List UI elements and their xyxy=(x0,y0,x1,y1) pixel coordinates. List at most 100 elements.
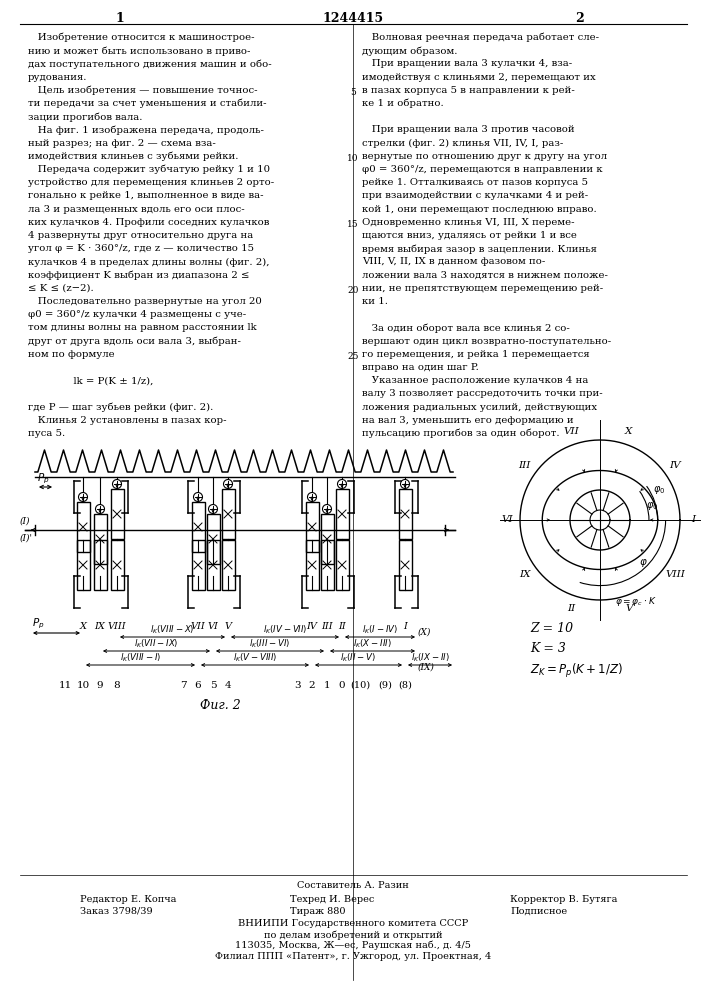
Text: I: I xyxy=(403,622,407,631)
Bar xyxy=(320,540,334,590)
Text: Заказ 3798/39: Заказ 3798/39 xyxy=(80,907,153,916)
Text: 2: 2 xyxy=(309,681,315,690)
Text: III: III xyxy=(321,622,333,631)
Text: $l_K(IV-VII)$: $l_K(IV-VII)$ xyxy=(263,624,308,636)
Text: 11: 11 xyxy=(59,681,71,690)
Text: VIII: VIII xyxy=(107,622,127,631)
Bar xyxy=(399,540,411,590)
Text: вершают один цикл возвратно-поступательно-: вершают один цикл возвратно-поступательн… xyxy=(362,337,611,346)
Text: кулачков 4 в пределах длины волны (фиг. 2),: кулачков 4 в пределах длины волны (фиг. … xyxy=(28,257,269,267)
Text: на вал 3, уменьшить его деформацию и: на вал 3, уменьшить его деформацию и xyxy=(362,416,573,425)
Text: валу 3 позволяет рассредоточить точки при-: валу 3 позволяет рассредоточить точки пр… xyxy=(362,389,602,398)
Text: (X): (X) xyxy=(418,628,431,637)
Bar xyxy=(110,489,124,539)
Text: ложения радиальных усилий, действующих: ложения радиальных усилий, действующих xyxy=(362,403,597,412)
Text: нию и может быть использовано в приво-: нию и может быть использовано в приво- xyxy=(28,46,250,56)
Text: Составитель А. Разин: Составитель А. Разин xyxy=(297,881,409,890)
Text: $\varphi_0$: $\varphi_0$ xyxy=(646,500,658,512)
Text: φ0 = 360°/z кулачки 4 размещены с уче-: φ0 = 360°/z кулачки 4 размещены с уче- xyxy=(28,310,246,319)
Text: $\varphi$: $\varphi$ xyxy=(639,557,648,569)
Bar xyxy=(93,514,107,564)
Text: имодействия клиньев с зубьями рейки.: имодействия клиньев с зубьями рейки. xyxy=(28,152,238,161)
Bar xyxy=(336,540,349,590)
Text: I: I xyxy=(691,516,695,524)
Bar xyxy=(76,540,90,590)
Text: Цель изобретения — повышение точнос-: Цель изобретения — повышение точнос- xyxy=(28,86,257,95)
Text: $l_K(III-VI)$: $l_K(III-VI)$ xyxy=(250,638,291,650)
Text: IX: IX xyxy=(95,622,105,631)
Text: угол φ = K · 360°/z, где z — количество 15: угол φ = K · 360°/z, где z — количество … xyxy=(28,244,254,253)
Text: 20: 20 xyxy=(347,286,358,295)
Text: VII: VII xyxy=(191,622,205,631)
Text: 1: 1 xyxy=(116,12,124,25)
Text: $l_K(IX-II)$: $l_K(IX-II)$ xyxy=(411,652,450,664)
Text: $l_K(VIII-X)$: $l_K(VIII-X)$ xyxy=(150,624,195,636)
Bar xyxy=(110,540,124,590)
Text: рейке 1. Отталкиваясь от пазов корпуса 5: рейке 1. Отталкиваясь от пазов корпуса 5 xyxy=(362,178,588,187)
Text: 6: 6 xyxy=(194,681,201,690)
Text: VII: VII xyxy=(563,427,579,436)
Text: 2: 2 xyxy=(575,12,585,25)
Text: друг от друга вдоль оси вала 3, выбран-: друг от друга вдоль оси вала 3, выбран- xyxy=(28,337,241,346)
Text: 5: 5 xyxy=(210,681,216,690)
Text: Филиал ППП «Патент», г. Ужгород, ул. Проектная, 4: Филиал ППП «Патент», г. Ужгород, ул. Про… xyxy=(215,952,491,961)
Text: 4 развернуты друг относительно друга на: 4 развернуты друг относительно друга на xyxy=(28,231,253,240)
Bar xyxy=(206,540,219,590)
Text: Передача содержит зубчатую рейку 1 и 10: Передача содержит зубчатую рейку 1 и 10 xyxy=(28,165,270,174)
Text: при взаимодействии с кулачками 4 и рей-: при взаимодействии с кулачками 4 и рей- xyxy=(362,191,588,200)
Text: Изобретение относится к машинострое-: Изобретение относится к машинострое- xyxy=(28,33,255,42)
Text: Тираж 880: Тираж 880 xyxy=(290,907,346,916)
Text: (8): (8) xyxy=(398,681,412,690)
Text: II: II xyxy=(338,622,346,631)
Text: Последовательно развернутые на угол 20: Последовательно развернутые на угол 20 xyxy=(28,297,262,306)
Bar xyxy=(399,489,411,539)
Text: Корректор В. Бутяга: Корректор В. Бутяга xyxy=(510,895,617,904)
Text: 5: 5 xyxy=(350,88,356,97)
Text: V: V xyxy=(625,604,633,613)
Text: 9: 9 xyxy=(97,681,103,690)
Bar xyxy=(192,502,204,552)
Text: III: III xyxy=(518,461,531,470)
Text: $\varphi = \varphi_c \cdot K$: $\varphi = \varphi_c \cdot K$ xyxy=(615,595,657,608)
Text: (10): (10) xyxy=(350,681,370,690)
Text: пуса 5.: пуса 5. xyxy=(28,429,65,438)
Text: нии, не препятствующем перемещению рей-: нии, не препятствующем перемещению рей- xyxy=(362,284,603,293)
Text: IV: IV xyxy=(307,622,317,631)
Text: Подписное: Подписное xyxy=(510,907,567,916)
Text: 7: 7 xyxy=(180,681,187,690)
Text: ном по формуле: ном по формуле xyxy=(28,350,115,359)
Text: зации прогибов вала.: зации прогибов вала. xyxy=(28,112,143,122)
Text: VIII: VIII xyxy=(665,570,685,579)
Text: ке 1 и обратно.: ке 1 и обратно. xyxy=(362,99,444,108)
Text: Клинья 2 установлены в пазах кор-: Клинья 2 установлены в пазах кор- xyxy=(28,416,226,425)
Text: $l_K(X-III)$: $l_K(X-III)$ xyxy=(354,638,392,650)
Text: $l_K(I-IV)$: $l_K(I-IV)$ xyxy=(362,624,398,636)
Text: VI: VI xyxy=(501,516,513,524)
Text: время выбирая зазор в зацеплении. Клинья: время выбирая зазор в зацеплении. Клинья xyxy=(362,244,597,254)
Text: го перемещения, и рейка 1 перемещается: го перемещения, и рейка 1 перемещается xyxy=(362,350,590,359)
Text: щаются вниз, удаляясь от рейки 1 и все: щаются вниз, удаляясь от рейки 1 и все xyxy=(362,231,577,240)
Text: вправо на один шаг P.: вправо на один шаг P. xyxy=(362,363,479,372)
Bar xyxy=(221,489,235,539)
Text: При вращении вала 3 кулачки 4, вза-: При вращении вала 3 кулачки 4, вза- xyxy=(362,59,572,68)
Text: Редактор Е. Копча: Редактор Е. Копча xyxy=(80,895,176,904)
Text: X: X xyxy=(625,427,633,436)
Text: При вращении вала 3 против часовой: При вращении вала 3 против часовой xyxy=(362,125,575,134)
Text: 113035, Москва, Ж—ес, Раушская наб., д. 4/5: 113035, Москва, Ж—ес, Раушская наб., д. … xyxy=(235,941,471,950)
Text: ких кулачков 4. Профили соседних кулачков: ких кулачков 4. Профили соседних кулачко… xyxy=(28,218,269,227)
Bar xyxy=(192,540,204,590)
Text: дах поступательного движения машин и обо-: дах поступательного движения машин и обо… xyxy=(28,59,271,69)
Text: V: V xyxy=(225,622,231,631)
Bar xyxy=(305,540,318,590)
Text: X: X xyxy=(79,622,86,631)
Text: (I)': (I)' xyxy=(20,534,33,543)
Text: (I): (I) xyxy=(20,517,30,526)
Bar xyxy=(221,540,235,590)
Text: 0: 0 xyxy=(339,681,345,690)
Bar xyxy=(76,502,90,552)
Text: K = 3: K = 3 xyxy=(530,642,566,655)
Text: IV: IV xyxy=(670,461,681,470)
Text: устройство для перемещения клиньев 2 орто-: устройство для перемещения клиньев 2 орт… xyxy=(28,178,274,187)
Text: 15: 15 xyxy=(347,220,359,229)
Text: 10: 10 xyxy=(347,154,358,163)
